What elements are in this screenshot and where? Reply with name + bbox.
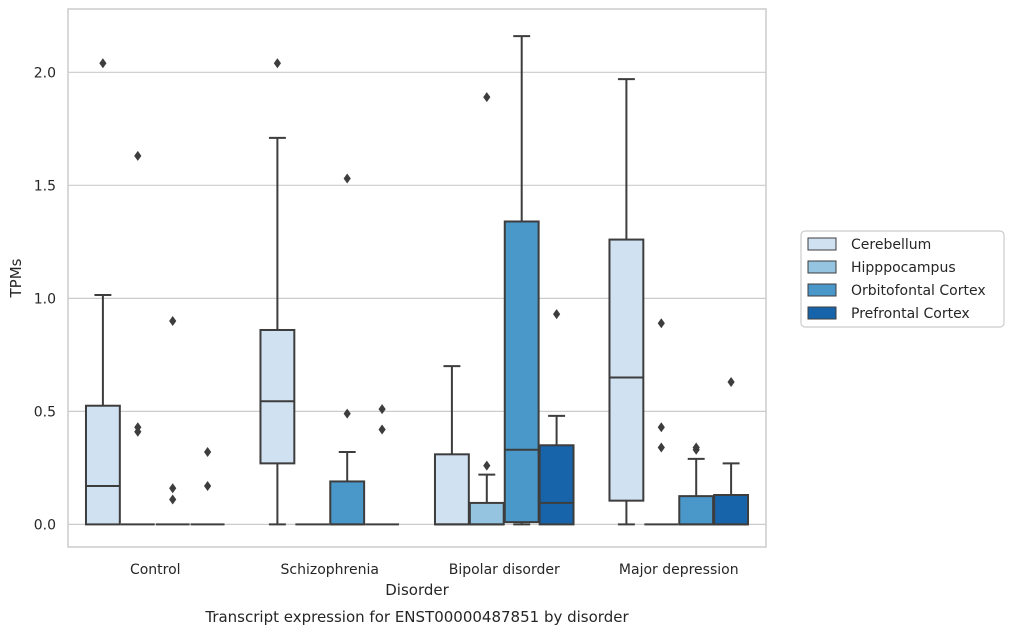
- x-axis-label: Disorder: [385, 581, 449, 599]
- outlier-point: [99, 58, 107, 69]
- box-body: [608, 238, 645, 502]
- plot-area: [67, 8, 767, 548]
- outlier-point: [483, 460, 491, 471]
- y-tick-labels: 0.0 0.5 1.0 1.5 2.0: [34, 65, 56, 533]
- box-prefrontal-cortex: [538, 309, 575, 526]
- box-body: [503, 220, 540, 524]
- outlier-point: [134, 426, 142, 437]
- legend-swatch: [807, 237, 837, 251]
- box-body: [433, 453, 470, 526]
- legend-label: Orbitofontal Cortex: [851, 283, 986, 299]
- outlier-point: [378, 404, 386, 415]
- outlier-point: [483, 92, 491, 103]
- outlier-point: [343, 408, 351, 419]
- box-body: [468, 501, 505, 526]
- outlier-point: [134, 150, 142, 161]
- y-tick-label: 1.5: [34, 178, 56, 194]
- y-tick-label: 0.0: [34, 517, 56, 533]
- box-prefrontal-cortex: [365, 404, 400, 526]
- box-cerebellum: [433, 365, 470, 526]
- outlier-point: [727, 376, 735, 387]
- outlier-point: [273, 58, 281, 69]
- legend-frame: [800, 230, 1005, 328]
- outlier-point: [169, 494, 177, 505]
- box-orbitofontal-cortex: [155, 315, 190, 526]
- legend-label: Hipppocampus: [851, 260, 956, 276]
- outlier-point: [169, 483, 177, 494]
- box-prefrontal-cortex: [713, 376, 750, 526]
- outlier-point: [657, 422, 665, 433]
- legend-swatch: [807, 306, 837, 320]
- x-tick-label: Schizophrenia: [281, 562, 379, 578]
- y-tick-label: 0.5: [34, 404, 56, 420]
- box-hipppocampus: [468, 92, 505, 526]
- outlier-point: [343, 173, 351, 184]
- outlier-point: [204, 447, 212, 458]
- outlier-point: [204, 480, 212, 491]
- outlier-point: [553, 309, 561, 320]
- legend: Cerebellum Hipppocampus Orbitofontal Corte…: [800, 230, 1005, 328]
- box-body: [84, 404, 121, 526]
- x-tick-label: Bipolar disorder: [449, 562, 560, 578]
- box-body: [259, 328, 296, 465]
- legend-label: Prefrontal Cortex: [851, 306, 970, 322]
- box-orbitofontal-cortex: [678, 442, 715, 526]
- box-hipppocampus: [644, 318, 679, 526]
- box-cerebellum: [84, 58, 121, 526]
- x-tick-labels: Control Schizophrenia Bipolar disorder Majo…: [130, 562, 739, 578]
- chart-caption: Transcript expression for ENST0000048785…: [204, 608, 629, 626]
- box-body: [678, 495, 715, 526]
- y-tick-label: 1.0: [34, 291, 56, 307]
- outlier-point: [169, 315, 177, 326]
- box-body: [329, 480, 366, 526]
- box-series: [84, 35, 750, 526]
- y-tick-label: 2.0: [34, 65, 56, 81]
- y-axis-label: TPMs: [7, 258, 25, 298]
- box-cerebellum: [608, 78, 645, 526]
- x-tick-label: Major depression: [619, 562, 739, 578]
- legend-label: Cerebellum: [851, 237, 931, 253]
- box-hipppocampus: [120, 150, 155, 526]
- box-body: [538, 444, 575, 526]
- x-tick-label: Control: [130, 562, 181, 578]
- box-cerebellum: [259, 58, 296, 526]
- box-body: [713, 494, 750, 526]
- outlier-point: [657, 318, 665, 329]
- legend-swatch: [807, 260, 837, 274]
- legend-swatch: [807, 283, 837, 297]
- outlier-point: [378, 424, 386, 435]
- box-orbitofontal-cortex: [329, 173, 366, 526]
- box-orbitofontal-cortex: [503, 35, 540, 526]
- outlier-point: [692, 444, 700, 455]
- box-prefrontal-cortex: [190, 447, 225, 526]
- outlier-point: [657, 442, 665, 453]
